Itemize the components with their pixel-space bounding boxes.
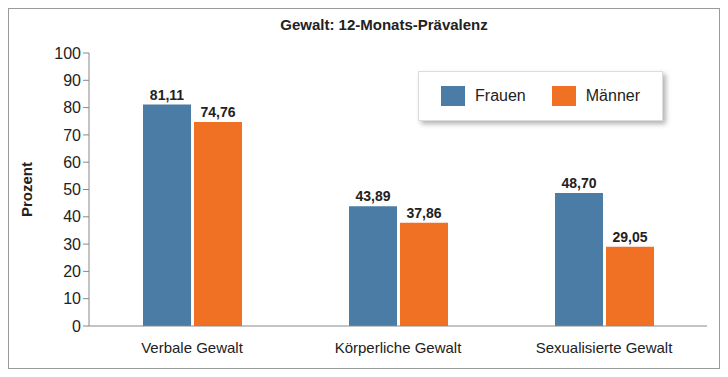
svg-text:20: 20: [63, 263, 81, 280]
svg-text:90: 90: [63, 72, 81, 89]
svg-text:100: 100: [54, 45, 81, 62]
svg-text:50: 50: [63, 181, 81, 198]
svg-text:60: 60: [63, 154, 81, 171]
svg-text:37,86: 37,86: [406, 205, 441, 221]
svg-text:74,76: 74,76: [200, 104, 235, 120]
svg-text:29,05: 29,05: [612, 229, 647, 245]
svg-text:Prozent: Prozent: [18, 162, 35, 217]
svg-text:40: 40: [63, 208, 81, 225]
svg-text:81,11: 81,11: [150, 87, 184, 103]
svg-text:48,70: 48,70: [561, 175, 596, 191]
svg-text:10: 10: [63, 290, 81, 307]
svg-text:43,89: 43,89: [355, 188, 390, 204]
html-text:Frauen: Frauen: [475, 87, 526, 104]
svg-text:80: 80: [63, 99, 81, 116]
svg-text:Körperliche Gewalt: Körperliche Gewalt: [335, 339, 463, 356]
svg-text:0: 0: [72, 318, 81, 335]
html-text:Männer: Männer: [585, 87, 640, 104]
svg-text:30: 30: [63, 236, 81, 253]
svg-text:70: 70: [63, 127, 81, 144]
svg-text:Verbale Gewalt: Verbale Gewalt: [141, 339, 244, 356]
html-text:Gewalt: 12-Monats-Prävalenz: Gewalt: 12-Monats-Prävalenz: [280, 16, 488, 33]
svg-text:Sexualisierte Gewalt: Sexualisierte Gewalt: [536, 339, 674, 356]
